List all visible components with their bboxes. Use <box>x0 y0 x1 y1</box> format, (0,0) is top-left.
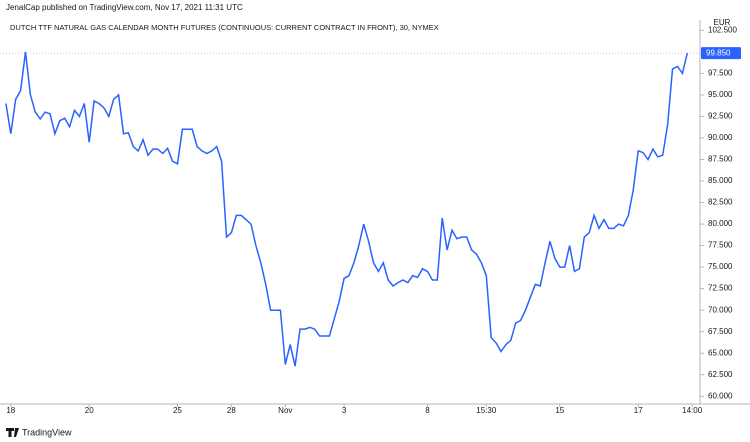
last-price-label: 99.850 <box>706 48 731 57</box>
logo: TradingView <box>6 427 72 437</box>
y-tick-label: 67.500 <box>708 327 733 336</box>
last-price-box <box>701 47 741 60</box>
x-tick-label: 20 <box>85 406 94 415</box>
footer-brand: TradingView <box>22 427 72 437</box>
chart-title: DUTCH TTF NATURAL GAS CALENDAR MONTH FUT… <box>10 23 439 32</box>
currency-box <box>705 16 739 38</box>
y-tick-label: 82.500 <box>708 198 733 207</box>
y-tick-label: 77.500 <box>708 241 733 250</box>
x-tick-label: 17 <box>634 406 643 415</box>
x-tick-label: 15 <box>555 406 564 415</box>
y-tick-label: 65.000 <box>708 348 733 357</box>
x-tick-label: 18 <box>6 406 15 415</box>
y-tick-label: 90.000 <box>708 133 733 142</box>
y-tick-label: 80.000 <box>708 219 733 228</box>
y-tick-label: 102.500 <box>708 25 737 34</box>
y-tick-label: 75.000 <box>708 262 733 271</box>
y-tick-label: 60.000 <box>708 391 733 400</box>
x-tick-label: 25 <box>173 406 182 415</box>
x-tick-label: Nov <box>278 406 292 415</box>
y-tick-label: 97.500 <box>708 68 733 77</box>
price-line <box>5 51 689 367</box>
y-tick-label: 85.000 <box>708 176 733 185</box>
y-tick-label: 87.500 <box>708 155 733 164</box>
y-tick-label: 95.000 <box>708 90 733 99</box>
x-tick-label: 28 <box>227 406 236 415</box>
x-tick-label: 8 <box>425 406 430 415</box>
x-tick-label: 15:30 <box>476 406 497 415</box>
y-tick-label: 72.500 <box>708 284 733 293</box>
y-tick-label: 70.000 <box>708 305 733 314</box>
x-tick-label: 3 <box>342 406 347 415</box>
currency: EUR <box>714 18 731 27</box>
publisher: JenalCap published on TradingView.com, N… <box>6 3 243 12</box>
y-tick-label: 62.500 <box>708 370 733 379</box>
x-tick-label: 14:00 <box>682 406 703 415</box>
y-tick-label: 92.500 <box>708 112 733 121</box>
